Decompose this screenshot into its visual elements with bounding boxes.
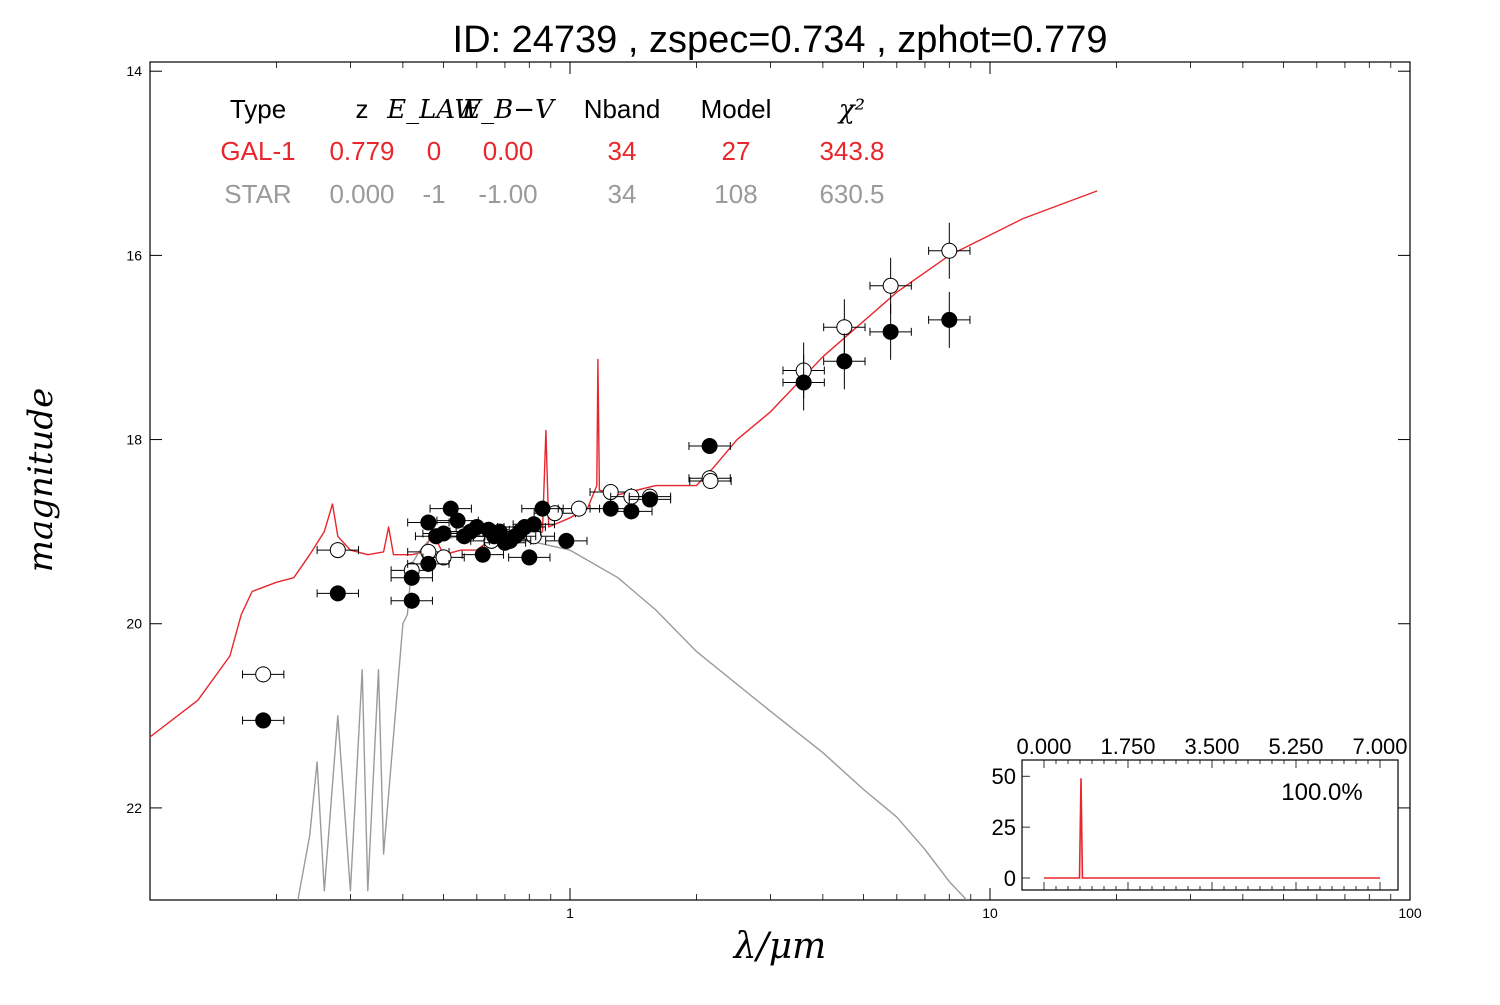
observed-flux-point [558, 532, 575, 549]
legend-header: Model [701, 94, 772, 124]
y-axis: 14 16 18 20 22 [126, 63, 1410, 816]
star-model-line [297, 535, 968, 900]
legend-cell: 34 [608, 136, 637, 166]
inset-x-tick-label: 0.000 [1016, 734, 1071, 759]
legend-header: Type [230, 94, 286, 124]
observed-flux-point [420, 514, 437, 531]
model-flux-point [329, 542, 346, 559]
inset-label: 100.0% [1281, 779, 1362, 806]
legend-cell: -1 [422, 179, 445, 209]
y-tick-label: 14 [126, 63, 142, 79]
model-flux-point [941, 242, 958, 259]
y-axis-label: magnitude [21, 388, 61, 573]
pdz-inset: 0.000 1.750 3.500 5.250 7.000 50 25 0 100.0% [992, 734, 1408, 891]
model-flux-point [570, 500, 587, 517]
legend-cell: 630.5 [819, 179, 884, 209]
inset-y-tick-label: 0 [1004, 866, 1016, 891]
inset-y-axis: 50 25 0 [992, 764, 1030, 891]
observed-flux-point [641, 491, 658, 508]
inset-frame [1021, 759, 1399, 891]
photometry-points [242, 222, 971, 729]
galaxy-model-line [150, 190, 1098, 738]
observed-flux-point [795, 374, 812, 391]
model-flux-point [702, 473, 719, 489]
observed-flux-point [836, 353, 853, 370]
legend-header: z [356, 94, 369, 124]
model-flux-point [882, 277, 899, 294]
y-tick-label: 16 [126, 247, 142, 263]
x-tick-label: 10 [982, 905, 998, 921]
x-axis-label: λ/μm [732, 926, 826, 967]
observed-flux-point [534, 500, 551, 517]
observed-flux-point [255, 712, 272, 729]
inset-x-tick-label: 3.500 [1184, 734, 1239, 759]
model-flux-point [255, 666, 272, 683]
y-tick-label: 20 [126, 616, 142, 632]
observed-flux-point [329, 585, 346, 602]
legend-cell: 0.00 [483, 136, 534, 166]
observed-flux-point [403, 569, 420, 586]
inset-x-axis: 0.000 1.750 3.500 5.250 7.000 [1016, 734, 1408, 890]
inset-pdz-curve [1044, 778, 1380, 879]
observed-flux-point [525, 516, 542, 533]
legend-header: χ² [837, 95, 865, 125]
legend-cell: 343.8 [819, 136, 884, 166]
inset-x-tick-label: 7.000 [1352, 734, 1407, 759]
y-tick-label: 22 [126, 800, 142, 816]
inset-y-tick-label: 25 [992, 815, 1016, 840]
observed-flux-point [941, 311, 958, 328]
observed-flux-point [521, 549, 538, 566]
legend-header: Nband [584, 94, 661, 124]
observed-flux-point [701, 438, 718, 455]
legend-header: E_LAW [386, 95, 483, 125]
plot-frame [149, 61, 1411, 901]
legend-cell: GAL-1 [220, 136, 295, 166]
observed-flux-point [420, 555, 437, 572]
legend-cell: 0 [427, 136, 441, 166]
legend-cell: 108 [714, 179, 757, 209]
legend-cell: STAR [224, 179, 291, 209]
legend-cell: 34 [608, 179, 637, 209]
observed-flux-point [442, 500, 459, 517]
y-tick-label: 18 [126, 432, 142, 448]
inset-x-tick-label: 1.750 [1100, 734, 1155, 759]
model-spectra [150, 190, 1098, 900]
observed-flux-point [882, 323, 899, 340]
observed-flux-point [449, 512, 466, 529]
chart-title: ID: 24739 , zspec=0.734 , zphot=0.779 [453, 19, 1108, 61]
model-flux-point [836, 319, 853, 336]
legend-cell: 0.000 [329, 179, 394, 209]
x-tick-label: 100 [1398, 905, 1422, 921]
observed-flux-point [474, 546, 491, 563]
legend-cell: 27 [722, 136, 751, 166]
inset-x-tick-label: 5.250 [1268, 734, 1323, 759]
inset-y-tick-label: 50 [992, 764, 1016, 789]
observed-flux-point [403, 592, 420, 609]
legend-cell: -1.00 [478, 179, 537, 209]
inset-pdz-line [1044, 778, 1380, 879]
legend-header: E_B−V [461, 95, 556, 125]
observed-flux-point [623, 503, 640, 520]
model-flux-point [435, 549, 452, 566]
x-axis: 1 10 100 [276, 62, 1422, 921]
x-tick-label: 1 [566, 905, 574, 921]
legend-cell: 0.779 [329, 136, 394, 166]
